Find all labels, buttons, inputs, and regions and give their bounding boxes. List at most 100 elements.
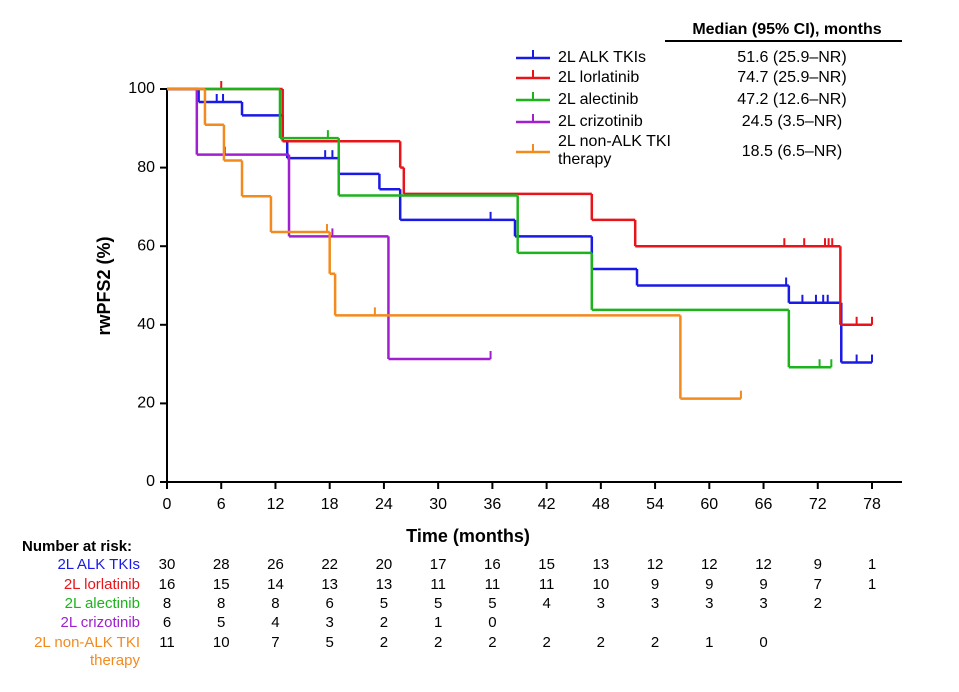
risk-count: 3 xyxy=(326,614,334,631)
risk-count: 5 xyxy=(217,614,225,631)
risk-count: 7 xyxy=(814,576,822,593)
x-tick-label: 36 xyxy=(483,496,501,513)
risk-row-label: 2L lorlatinib xyxy=(63,576,140,593)
risk-count: 2 xyxy=(488,634,496,651)
risk-count: 2 xyxy=(651,634,659,651)
risk-count: 13 xyxy=(321,576,338,593)
y-tick-label: 40 xyxy=(137,316,155,333)
x-axis-title: Time (months) xyxy=(406,526,530,546)
risk-count: 0 xyxy=(488,614,496,631)
risk-count: 7 xyxy=(271,634,279,651)
risk-count: 3 xyxy=(759,595,767,612)
x-tick-label: 24 xyxy=(375,496,393,513)
x-tick-label: 54 xyxy=(646,496,664,513)
risk-count: 22 xyxy=(321,556,338,573)
risk-count: 28 xyxy=(213,556,230,573)
risk-row-label: 2L alectinib xyxy=(64,595,140,612)
risk-title: Number at risk: xyxy=(22,538,132,555)
risk-row-label: 2L crizotinib xyxy=(60,614,140,631)
risk-count: 11 xyxy=(485,576,501,593)
risk-count: 5 xyxy=(326,634,334,651)
risk-count: 6 xyxy=(163,614,171,631)
x-tick-label: 48 xyxy=(592,496,610,513)
y-tick-label: 80 xyxy=(137,159,155,176)
risk-count: 16 xyxy=(484,556,501,573)
y-axis-title: rwPFS2 (%) xyxy=(94,236,114,335)
x-tick-label: 42 xyxy=(538,496,556,513)
risk-count: 4 xyxy=(271,614,279,631)
risk-count: 30 xyxy=(159,556,176,573)
risk-count: 11 xyxy=(539,576,555,593)
risk-count: 5 xyxy=(380,595,388,612)
risk-count: 26 xyxy=(267,556,284,573)
legend-label: 2L crizotinib xyxy=(558,113,643,130)
risk-count: 2 xyxy=(597,634,605,651)
risk-count: 8 xyxy=(217,595,225,612)
risk-count: 15 xyxy=(538,556,555,573)
legend-median: 51.6 (25.9–NR) xyxy=(737,49,846,66)
x-tick-label: 18 xyxy=(321,496,339,513)
legend-median: 47.2 (12.6–NR) xyxy=(737,91,846,108)
risk-count: 1 xyxy=(434,614,442,631)
risk-count: 11 xyxy=(159,634,175,651)
risk-count: 10 xyxy=(213,634,230,651)
x-tick-label: 30 xyxy=(429,496,447,513)
risk-count: 13 xyxy=(593,556,610,573)
legend-label: 2L ALK TKIs xyxy=(558,49,647,66)
risk-count: 15 xyxy=(213,576,230,593)
risk-count: 12 xyxy=(701,556,718,573)
risk-count: 2 xyxy=(434,634,442,651)
risk-count: 11 xyxy=(430,576,446,593)
risk-count: 12 xyxy=(647,556,664,573)
risk-count: 8 xyxy=(271,595,279,612)
legend-median: 74.7 (25.9–NR) xyxy=(737,69,846,86)
legend-label: 2L lorlatinib xyxy=(558,69,640,86)
risk-count: 5 xyxy=(434,595,442,612)
risk-count: 10 xyxy=(593,576,610,593)
x-tick-label: 66 xyxy=(755,496,773,513)
risk-count: 8 xyxy=(163,595,171,612)
risk-count: 20 xyxy=(376,556,393,573)
risk-count: 1 xyxy=(868,556,876,573)
risk-count: 3 xyxy=(705,595,713,612)
risk-count: 2 xyxy=(542,634,550,651)
legend-median: 18.5 (6.5–NR) xyxy=(742,143,843,160)
risk-count: 9 xyxy=(814,556,822,573)
risk-count: 9 xyxy=(705,576,713,593)
risk-row-label: 2L ALK TKIs xyxy=(57,556,140,573)
x-tick-label: 78 xyxy=(863,496,881,513)
risk-count: 4 xyxy=(542,595,550,612)
y-tick-label: 20 xyxy=(137,395,155,412)
risk-count: 3 xyxy=(597,595,605,612)
y-tick-label: 0 xyxy=(146,473,155,490)
risk-count: 1 xyxy=(868,576,876,593)
legend-label: 2L non-ALK TKI therapy xyxy=(558,133,671,168)
risk-count: 2 xyxy=(380,614,388,631)
risk-count: 2 xyxy=(380,634,388,651)
risk-count: 16 xyxy=(159,576,176,593)
risk-row-label: 2L non-ALK TKI therapy xyxy=(34,634,140,669)
risk-count: 9 xyxy=(759,576,767,593)
risk-count: 0 xyxy=(759,634,767,651)
x-tick-label: 60 xyxy=(700,496,718,513)
risk-count: 12 xyxy=(755,556,772,573)
x-tick-label: 6 xyxy=(217,496,226,513)
legend-median: 24.5 (3.5–NR) xyxy=(742,113,843,130)
risk-count: 5 xyxy=(488,595,496,612)
legend-label: 2L alectinib xyxy=(558,91,639,108)
risk-count: 13 xyxy=(376,576,393,593)
median-header: Median (95% CI), months xyxy=(692,21,881,38)
y-tick-label: 100 xyxy=(128,80,155,97)
risk-count: 6 xyxy=(326,595,334,612)
x-tick-label: 72 xyxy=(809,496,827,513)
risk-count: 17 xyxy=(430,556,447,573)
risk-count: 14 xyxy=(267,576,284,593)
risk-count: 3 xyxy=(651,595,659,612)
y-tick-label: 60 xyxy=(137,237,155,254)
risk-count: 2 xyxy=(814,595,822,612)
x-tick-label: 12 xyxy=(267,496,285,513)
x-tick-label: 0 xyxy=(163,496,172,513)
risk-count: 9 xyxy=(651,576,659,593)
